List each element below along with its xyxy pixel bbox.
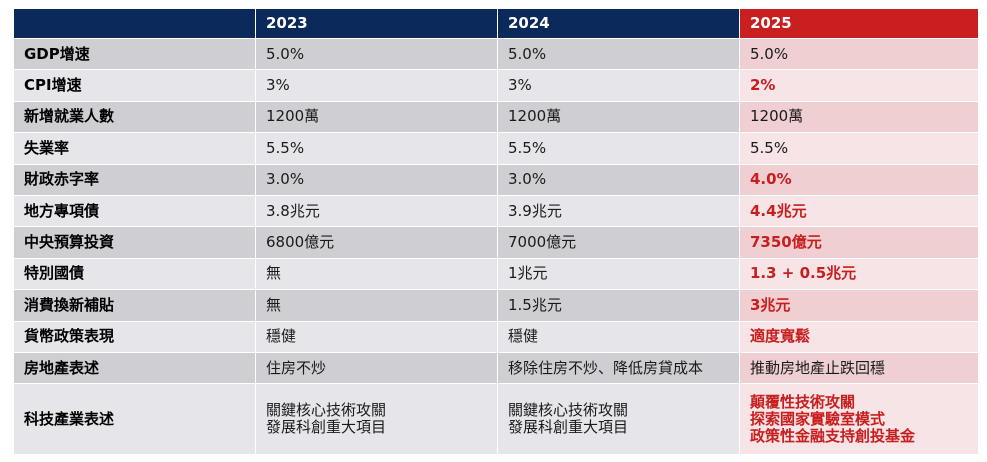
- cell-2025: 4.0%: [739, 163, 979, 196]
- cell-2023: 無: [255, 289, 498, 322]
- cell-2025: 推動房地產止跌回穩: [739, 351, 979, 385]
- cell-2024: 1200萬: [497, 100, 740, 134]
- cell-2023-line: 關鍵核心技術攻關: [266, 401, 387, 420]
- row-label: GDP增速: [13, 37, 256, 71]
- cell-2025: 4.4兆元: [739, 194, 979, 228]
- cell-2024-line: 關鍵核心技術攻關: [508, 401, 629, 420]
- cell-2023: 6800億元: [255, 226, 498, 259]
- table-body: GDP增速 5.0% 5.0% 5.0% CPI增速 3% 3% 2% 新增就業人數 1200萬 1…: [13, 37, 979, 456]
- cell-2024: 移除住房不炒、降低房貸成本: [497, 351, 740, 385]
- cell-2024: 3%: [497, 69, 740, 102]
- table-header-row: 2023 2024 2025: [13, 8, 979, 39]
- header-blank-cell: [13, 8, 256, 39]
- row-label: 失業率: [13, 132, 256, 165]
- cell-2024: 1.5兆元: [497, 289, 740, 322]
- cell-2024-line: 發展科創重大項目: [508, 418, 629, 437]
- cell-2024: 7000億元: [497, 226, 740, 259]
- table-row: GDP增速 5.0% 5.0% 5.0%: [13, 37, 979, 71]
- cell-2024: 5.0%: [497, 37, 740, 71]
- table-row: 特別國債無 1兆元 1.3 + 0.5兆元: [13, 257, 979, 291]
- row-label: 科技產業表述: [13, 383, 256, 456]
- header-year-2023: 2023: [255, 8, 498, 39]
- cell-2025: 2%: [739, 69, 979, 102]
- cell-2024: 3.9兆元: [497, 194, 740, 228]
- cell-2024: 5.5%: [497, 132, 740, 165]
- table-row: 貨幣政策表現 穩健 穩健 適度寬鬆: [13, 320, 979, 353]
- cell-2024: 1兆元: [497, 257, 740, 291]
- row-label: 中央預算投資: [13, 226, 256, 259]
- cell-2025: 適度寬鬆: [739, 320, 979, 353]
- table-row: 科技產業表述 關鍵核心技術攻關 發展科創重大項目 關鍵核心技術攻關 發展科創重大項目 顛覆…: [13, 383, 979, 456]
- cell-2025-line: 探索國家實驗室模式: [750, 409, 886, 428]
- header-year-2025: 2025: [739, 8, 979, 39]
- cell-2025: 1.3 + 0.5兆元: [739, 257, 979, 291]
- policy-comparison-table: 2023 2024 2025 GDP增速 5.0% 5.0% 5.0% CPI增速 3% 3…: [13, 8, 979, 456]
- table-row: 房地產表述 住房不炒 移除住房不炒、降低房貸成本 推動房地產止跌回穩: [13, 351, 979, 385]
- cell-2025: 5.0%: [739, 37, 979, 71]
- table-row: 消費換新補貼無 1.5兆元 3兆元: [13, 289, 979, 322]
- cell-2023: 1200萬: [255, 100, 498, 134]
- cell-2024: 關鍵核心技術攻關 發展科創重大項目: [497, 383, 740, 456]
- cell-2025: 5.5%: [739, 132, 979, 165]
- cell-2025-line: 顛覆性技術攻關: [750, 392, 856, 411]
- cell-2024: 3.0%: [497, 163, 740, 196]
- cell-2023: 無: [255, 257, 498, 291]
- cell-2023: 住房不炒: [255, 351, 498, 385]
- row-label: 貨幣政策表現: [13, 320, 256, 353]
- table-row: 地方專項債 3.8兆元 3.9兆元 4.4兆元: [13, 194, 979, 228]
- cell-2024: 穩健: [497, 320, 740, 353]
- cell-2023: 3.8兆元: [255, 194, 498, 228]
- row-label: 消費換新補貼: [13, 289, 256, 322]
- cell-2025: 7350億元: [739, 226, 979, 259]
- comparison-table-container: 2023 2024 2025 GDP增速 5.0% 5.0% 5.0% CPI增速 3% 3…: [13, 8, 979, 456]
- cell-2023: 5.0%: [255, 37, 498, 71]
- row-label: 特別國債: [13, 257, 256, 291]
- cell-2023: 3.0%: [255, 163, 498, 196]
- cell-2025: 顛覆性技術攻關 探索國家實驗室模式 政策性金融支持創投基金: [739, 383, 979, 456]
- cell-2025: 1200萬: [739, 100, 979, 134]
- cell-2023: 關鍵核心技術攻關 發展科創重大項目: [255, 383, 498, 456]
- header-year-2024: 2024: [497, 8, 740, 39]
- cell-2023: 5.5%: [255, 132, 498, 165]
- row-label: 地方專項債: [13, 194, 256, 228]
- table-row: 中央預算投資 6800億元 7000億元 7350億元: [13, 226, 979, 259]
- cell-2025: 3兆元: [739, 289, 979, 322]
- table-row: 財政赤字率 3.0% 3.0% 4.0%: [13, 163, 979, 196]
- cell-2023-line: 發展科創重大項目: [266, 418, 387, 437]
- row-label: 房地產表述: [13, 351, 256, 385]
- row-label: 財政赤字率: [13, 163, 256, 196]
- table-row: CPI增速 3% 3% 2%: [13, 69, 979, 102]
- cell-2023: 穩健: [255, 320, 498, 353]
- row-label: CPI增速: [13, 69, 256, 102]
- row-label: 新增就業人數: [13, 100, 256, 134]
- cell-2023: 3%: [255, 69, 498, 102]
- cell-2025-line: 政策性金融支持創投基金: [750, 426, 916, 445]
- table-row: 失業率 5.5% 5.5% 5.5%: [13, 132, 979, 165]
- table-row: 新增就業人數 1200萬 1200萬 1200萬: [13, 100, 979, 134]
